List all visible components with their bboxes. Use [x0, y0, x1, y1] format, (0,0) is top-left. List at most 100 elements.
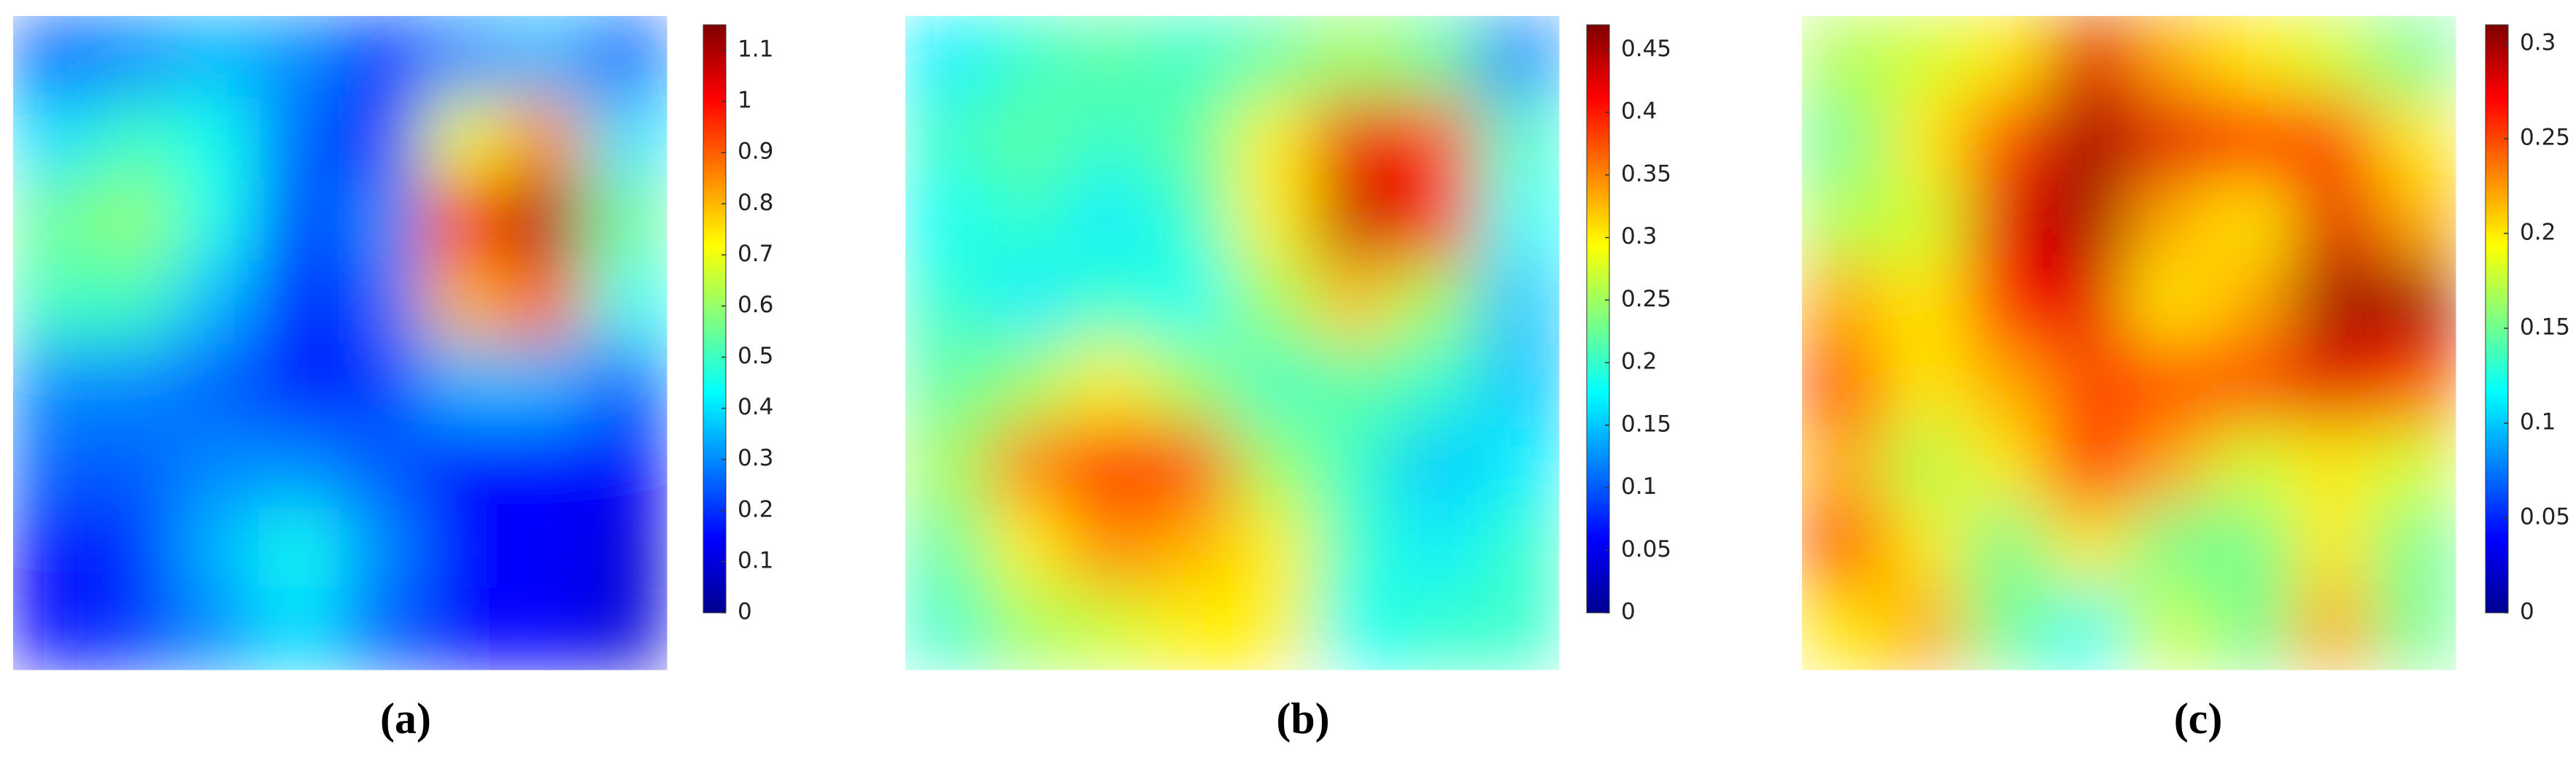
heat-cell — [13, 98, 96, 180]
heat-cell — [95, 425, 177, 507]
heat-cell — [2129, 425, 2211, 507]
colorbar — [2485, 24, 2509, 614]
heat-cell — [2292, 98, 2375, 180]
heat-cell — [177, 179, 259, 262]
heat-cell — [1477, 98, 1560, 180]
heat-cell — [987, 588, 1070, 670]
heat-cell — [1232, 261, 1315, 344]
heat-cell — [2211, 425, 2293, 507]
colorbar-tick-label: 1.1 — [738, 36, 773, 63]
heat-cell — [987, 98, 1070, 180]
heat-cell — [1477, 261, 1560, 344]
heat-cell — [2129, 179, 2211, 262]
heat-cell — [1069, 16, 1151, 98]
colorbar-tick-label: 0.15 — [1621, 411, 1671, 437]
heat-cell — [585, 506, 668, 589]
heat-cell — [340, 261, 422, 344]
heat-cell — [13, 179, 96, 262]
colorbar-tick-label: 0.9 — [738, 139, 773, 165]
heat-cell — [1396, 98, 1478, 180]
heat-cell — [585, 98, 668, 180]
heat-cell — [2292, 343, 2375, 425]
heat-cell — [1802, 179, 1884, 262]
colorbar-tick-label: 0.25 — [1621, 286, 1671, 312]
colorbar-tick-label: 0.05 — [1621, 536, 1671, 562]
heat-cell — [1314, 179, 1396, 262]
heat-cell — [1069, 179, 1151, 262]
heat-cell — [987, 506, 1070, 589]
colorbar-tick-label: 0 — [2520, 599, 2534, 625]
heat-cell — [1884, 16, 1966, 98]
heat-cell — [2129, 588, 2211, 670]
heat-cell — [1477, 179, 1560, 262]
colorbar — [703, 24, 727, 614]
heat-cell — [95, 343, 177, 425]
heat-cell — [258, 261, 341, 344]
heat-cell — [258, 425, 341, 507]
heat-cell — [1150, 261, 1233, 344]
heat-cell — [2047, 343, 2130, 425]
heat-cell — [1802, 16, 1884, 98]
heat-cell — [1232, 179, 1315, 262]
heat-cell — [422, 425, 504, 507]
heat-cell — [258, 506, 341, 589]
heat-cell — [503, 16, 586, 98]
heat-cell — [95, 506, 177, 589]
heat-cell — [1884, 343, 1966, 425]
heat-cell — [503, 179, 586, 262]
colorbar-tick-label: 0.4 — [738, 394, 773, 420]
heat-cell — [258, 16, 341, 98]
heat-cell — [13, 343, 96, 425]
heat-cell — [1069, 98, 1151, 180]
heat-cell — [2374, 98, 2456, 180]
heat-cell — [1150, 16, 1233, 98]
heat-cell — [1314, 261, 1396, 344]
heat-cell — [503, 261, 586, 344]
heat-cell — [177, 343, 259, 425]
heat-cell — [905, 425, 988, 507]
heat-cell — [177, 16, 259, 98]
heat-cell — [905, 98, 988, 180]
heat-cell — [95, 179, 177, 262]
heat-cell — [1314, 343, 1396, 425]
heat-cell — [1150, 425, 1233, 507]
heat-cell — [585, 343, 668, 425]
colorbar-tick-label: 0.2 — [1621, 349, 1657, 375]
heat-cell — [1150, 506, 1233, 589]
heat-cell — [1396, 588, 1478, 670]
colorbar-tick-label: 0.15 — [2520, 314, 2570, 341]
heat-cell — [1884, 179, 1966, 262]
heat-cell — [2374, 506, 2456, 589]
heat-cell — [2374, 588, 2456, 670]
colorbar-tick-label: 0.2 — [738, 496, 773, 522]
heat-cell — [2047, 179, 2130, 262]
colorbar-tick-label: 0 — [738, 599, 752, 625]
heat-cell — [2292, 506, 2375, 589]
heat-cell — [2129, 343, 2211, 425]
heat-cell — [1396, 343, 1478, 425]
heat-cell — [1477, 506, 1560, 589]
heat-cell — [1477, 588, 1560, 670]
heat-cell — [987, 179, 1070, 262]
heat-cell — [2047, 425, 2130, 507]
heat-cell — [340, 16, 422, 98]
heat-cell — [1069, 506, 1151, 589]
heat-cell — [1965, 179, 2048, 262]
heat-cell — [422, 588, 504, 670]
panel-label: (b) — [1276, 695, 1329, 743]
heat-cell — [2292, 588, 2375, 670]
heat-cell — [503, 343, 586, 425]
heat-cell — [13, 506, 96, 589]
colorbar-tick-label: 0.1 — [2520, 409, 2556, 436]
heat-cell — [1314, 16, 1396, 98]
colorbar-tick-label: 0.35 — [1621, 160, 1671, 187]
heat-cell — [13, 588, 96, 670]
heat-cell — [2211, 343, 2293, 425]
colorbar-tick-label: 0.7 — [738, 241, 773, 267]
colorbar-tick-label: 0.2 — [2520, 220, 2556, 246]
heat-cell — [1965, 16, 2048, 98]
heat-cell — [1477, 425, 1560, 507]
heat-cell — [2047, 506, 2130, 589]
heat-cell — [2129, 98, 2211, 180]
